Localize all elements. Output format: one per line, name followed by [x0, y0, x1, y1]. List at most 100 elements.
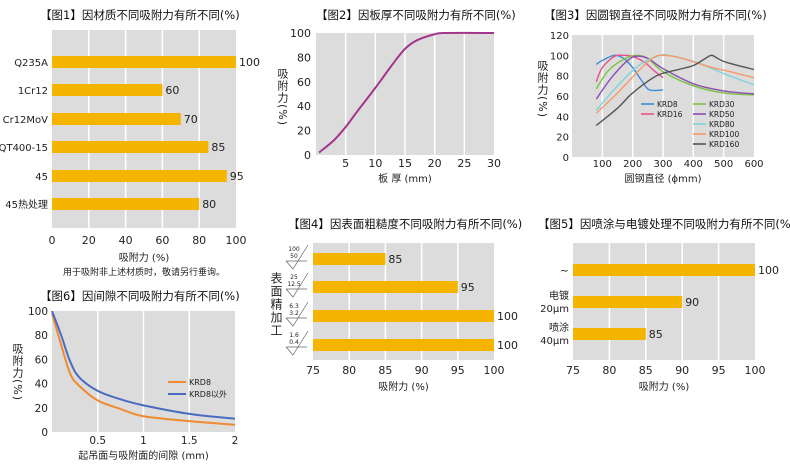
fig5-data-label: 85	[649, 328, 663, 341]
fig6-series-KRD8	[51, 313, 236, 426]
fig2-x-tick-label: 10	[368, 157, 382, 170]
fig5-data-label: 100	[758, 264, 779, 277]
fig3-title: 【图3】因圆钢直径不同吸附力有所不同(%)	[544, 8, 767, 22]
fig1-x-axis-label: 吸附力 (%)	[119, 251, 170, 264]
fig1-data-label: 95	[230, 170, 244, 183]
fig2-y-tick-label: 100	[290, 27, 311, 40]
fig4-roughness-label: 12.5	[287, 281, 301, 288]
fig6-x-tick-label: 1	[140, 435, 147, 447]
fig4-x-tick-label: 90	[415, 364, 429, 377]
fig2-y-tick-label: 80	[297, 51, 311, 64]
fig4-roughness-label: 3.2	[289, 310, 299, 317]
fig4-x-tick-label: 80	[342, 364, 356, 377]
fig3-legend-label: KRD16	[657, 110, 683, 119]
fig3-x-axis-label: 圆钢直径 (ϕmm)	[624, 172, 701, 185]
fig1-note: 用于吸附非上述材质时，敬请另行垂询。	[63, 266, 225, 278]
fig3-series-KRD50	[595, 55, 755, 100]
fig5-x-tick-label: 90	[675, 364, 689, 377]
fig1-data-label: 85	[211, 141, 225, 154]
fig2-ylabel: 吸附力(%)	[276, 68, 289, 127]
fig1-category-label: Q235A	[14, 58, 48, 69]
fig6-x-tick-label: 0.5	[89, 435, 106, 447]
fig1-bar	[52, 198, 200, 210]
fig6-y-tick-label: 60	[35, 354, 48, 366]
fig2-x-tick-label: 20	[428, 157, 442, 170]
fig6-y-tick-label: 100	[28, 306, 48, 318]
fig4-x-tick-label: 75	[306, 364, 320, 377]
fig3-x-tick-label: 100	[593, 159, 612, 170]
fig6-x-axis-label: 起吊面与吸附面的间隙 (mm)	[78, 449, 209, 462]
fig6-y-tick-label: 0	[41, 427, 48, 439]
fig5-x-tick-label: 100	[745, 364, 766, 377]
fig1-category-label: Cr12MoV	[3, 115, 49, 126]
fig6-series-KRD8以外	[51, 310, 236, 420]
fig3-series-KRD16	[595, 54, 664, 83]
fig4-data-label: 95	[461, 281, 475, 294]
fig3-legend-label: KRD160	[709, 140, 739, 149]
fig1-bar	[52, 56, 236, 68]
fig4-bar	[313, 281, 458, 293]
fig4-roughness-symbol	[285, 330, 309, 356]
fig5-x-tick-label: 75	[566, 364, 580, 377]
fig3-y-tick-label: 100	[550, 51, 569, 62]
fig6-legend-label: KRD8	[189, 378, 211, 387]
fig3-x-tick-label: 400	[684, 159, 703, 170]
fig1-category-label: QT400-15	[0, 143, 48, 154]
fig4-x-axis-label: 吸附力 (%)	[378, 380, 429, 393]
fig1-title: 【图1】因材质不同吸附力有所不同(%)	[40, 8, 240, 22]
fig3-series-KRD100	[595, 54, 755, 114]
fig1-bar	[52, 84, 163, 96]
fig4-roughness-label: 100	[288, 246, 300, 253]
fig4-x-tick-label: 85	[378, 364, 392, 377]
fig1-data-label: 80	[202, 198, 216, 211]
fig3-y-tick-label: 40	[556, 112, 569, 123]
fig5-category-label: 20μm	[540, 304, 569, 315]
fig3-y-tick-label: 120	[550, 31, 569, 42]
fig4-bar	[313, 310, 494, 322]
fig4-title: 【图4】因表面粗糙度不同吸附力有所不同(%)	[288, 217, 523, 231]
fig2-y-tick-label: 40	[297, 100, 311, 113]
fig3-legend-label: KRD80	[709, 120, 735, 129]
fig5-x-tick-label: 85	[639, 364, 653, 377]
fig1-data-label: 100	[239, 56, 260, 69]
fig1-bar	[52, 141, 209, 153]
fig2-y-tick-label: 0	[304, 149, 311, 162]
fig1-data-label: 60	[165, 84, 179, 97]
fig4-roughness-label: 1.6	[289, 332, 299, 339]
fig4-roughness-label: 6.3	[289, 303, 299, 310]
fig4-x-tick-label: 95	[451, 364, 465, 377]
fig2-y-tick-label: 20	[297, 125, 311, 138]
fig3-x-tick-label: 300	[653, 159, 672, 170]
fig5-category-label: 40μm	[540, 336, 569, 347]
fig2-x-tick-label: 15	[398, 157, 412, 170]
fig4-data-label: 100	[497, 310, 518, 323]
fig1-category-label: 45	[35, 172, 48, 183]
fig3-legend-label: KRD30	[709, 100, 735, 109]
fig1-x-tick-label: 0	[49, 234, 56, 247]
fig6-x-tick-label: 2	[232, 435, 239, 447]
fig1-x-tick-label: 60	[155, 234, 169, 247]
fig4-data-label: 100	[497, 339, 518, 352]
fig1-x-tick-label: 40	[119, 234, 133, 247]
fig4-roughness-symbol	[285, 272, 309, 298]
fig2-series-line	[318, 31, 495, 154]
fig5-x-tick-label: 95	[712, 364, 726, 377]
fig3-x-tick-label: 600	[744, 159, 763, 170]
fig3-x-tick-label: 200	[623, 159, 642, 170]
fig5-bar	[573, 264, 755, 276]
fig4-data-label: 85	[388, 253, 402, 266]
fig4-x-tick-label: 100	[484, 364, 505, 377]
fig6-y-tick-label: 20	[35, 403, 48, 415]
fig2-y-tick-label: 60	[297, 76, 311, 89]
fig2-x-tick-label: 25	[457, 157, 471, 170]
fig3-legend-label: KRD100	[709, 130, 739, 139]
fig2-title: 【图2】因板厚不同吸附力有所不同(%)	[316, 8, 516, 22]
fig3-ylabel: 吸附力(%)	[536, 60, 549, 119]
fig3-series-KRD8	[595, 54, 664, 92]
fig4-ylabel: 表面精加工	[269, 272, 283, 337]
fig3-y-tick-label: 80	[556, 72, 569, 83]
fig1-x-tick-label: 100	[226, 234, 247, 247]
fig5-bar	[573, 296, 683, 308]
fig4-roughness-symbol	[285, 301, 309, 327]
